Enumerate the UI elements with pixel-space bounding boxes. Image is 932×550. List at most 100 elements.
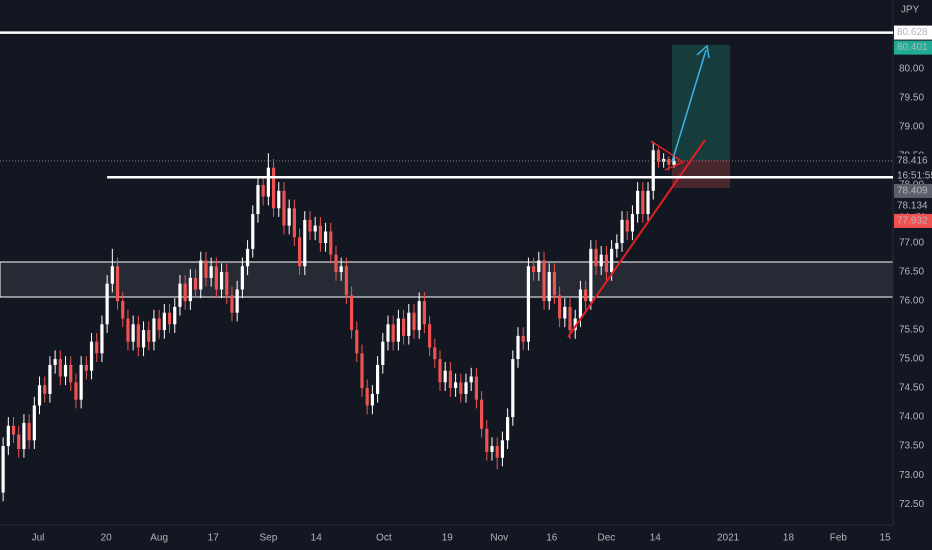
candle-body xyxy=(506,417,510,441)
candle-body xyxy=(95,341,99,354)
candle-body xyxy=(147,330,151,342)
x-tick-label: 20 xyxy=(101,533,113,544)
y-tick-label: 75.00 xyxy=(899,354,924,365)
candle-body xyxy=(386,324,390,342)
candle-body xyxy=(532,266,536,273)
price-label-box xyxy=(894,153,932,168)
x-tick-label: Oct xyxy=(376,533,392,544)
y-tick-label: 76.50 xyxy=(899,267,924,278)
y-tick-label: 75.50 xyxy=(899,325,924,336)
candle-body xyxy=(459,382,463,394)
candle-body xyxy=(495,446,499,458)
candle-body xyxy=(235,289,239,313)
candle-body xyxy=(516,335,520,360)
candle-body xyxy=(167,312,172,325)
candle-body xyxy=(464,382,468,394)
y-tick-label: 74.50 xyxy=(899,383,924,394)
candle-body xyxy=(490,446,494,452)
candle-body xyxy=(651,150,655,191)
candle-body xyxy=(53,359,57,365)
x-tick-label: Nov xyxy=(490,533,508,544)
candle-body xyxy=(193,277,198,290)
plot xyxy=(0,141,893,502)
y-tick-label: 73.00 xyxy=(899,470,924,481)
price-label-box xyxy=(894,213,932,228)
candle-body xyxy=(271,167,276,209)
y-tick-label: 79.50 xyxy=(899,93,924,104)
candle-body xyxy=(537,260,541,273)
candle-body xyxy=(308,219,312,232)
price-label: 78.409 xyxy=(897,186,928,197)
x-tick-label: Aug xyxy=(150,533,168,544)
candle-body xyxy=(204,260,208,278)
candle-body xyxy=(375,364,380,394)
candle-body xyxy=(69,364,73,383)
candle-body xyxy=(63,364,68,377)
candle-body xyxy=(610,248,614,273)
candle-body xyxy=(339,266,343,273)
y-tick-label: 77.00 xyxy=(899,238,924,249)
candle-body xyxy=(303,219,307,267)
candle-body xyxy=(412,312,416,331)
candle-body xyxy=(407,312,411,336)
candle-body xyxy=(110,266,114,284)
countdown: 16:51:55 xyxy=(897,171,932,182)
candle-body xyxy=(433,347,437,360)
candle-body xyxy=(219,272,224,290)
candle-body xyxy=(469,376,473,383)
candle-body xyxy=(162,312,166,331)
y-tick-label: 73.50 xyxy=(899,441,924,452)
y-tick-label: 76.00 xyxy=(899,296,924,307)
candle-body xyxy=(79,364,83,400)
triangle xyxy=(650,140,685,171)
candle-body xyxy=(552,272,557,296)
candle-body xyxy=(32,405,36,441)
candle-body xyxy=(292,208,296,238)
candle-body xyxy=(256,185,260,215)
candle-body xyxy=(131,324,135,342)
x-tick-label: 2021 xyxy=(717,533,740,544)
candle-body xyxy=(615,243,619,249)
candle-body xyxy=(521,335,525,342)
candle-body xyxy=(599,254,603,267)
candle-body xyxy=(318,225,322,244)
candle-body xyxy=(438,359,442,383)
candle-body xyxy=(370,393,374,406)
candle-body xyxy=(225,272,229,296)
candle-body xyxy=(448,370,453,389)
candle-body xyxy=(199,260,203,290)
x-tick-label: 14 xyxy=(311,533,323,544)
candle-body xyxy=(662,158,666,162)
candle-body xyxy=(126,318,130,342)
candle-body xyxy=(136,324,140,348)
candle-body xyxy=(297,237,302,267)
candle-body xyxy=(17,434,21,450)
candle-body xyxy=(500,440,505,458)
candle-body xyxy=(620,219,624,244)
target-zone xyxy=(672,45,730,160)
candle-body xyxy=(100,324,104,354)
candle-body xyxy=(578,289,583,319)
x-tick-label: 16 xyxy=(546,533,558,544)
candle-body xyxy=(173,306,177,325)
price-label: 80.401 xyxy=(897,42,928,53)
candle-body xyxy=(547,272,551,302)
candle-body xyxy=(636,190,640,215)
candle-body xyxy=(282,190,286,226)
candle-body xyxy=(11,425,16,435)
candle-body xyxy=(261,185,265,197)
candle-body xyxy=(240,266,244,290)
price-label-box xyxy=(894,40,932,55)
candle-body xyxy=(594,248,598,267)
candle-body xyxy=(360,353,364,389)
price-label: 78.416 xyxy=(897,156,928,167)
y-tick-label: 74.00 xyxy=(899,412,924,423)
candle-body xyxy=(37,385,42,406)
candle-body xyxy=(355,330,359,354)
candle-body xyxy=(287,208,291,226)
x-tick-label: Feb xyxy=(830,533,848,544)
candle-body xyxy=(27,422,31,441)
candle-body xyxy=(22,422,26,450)
